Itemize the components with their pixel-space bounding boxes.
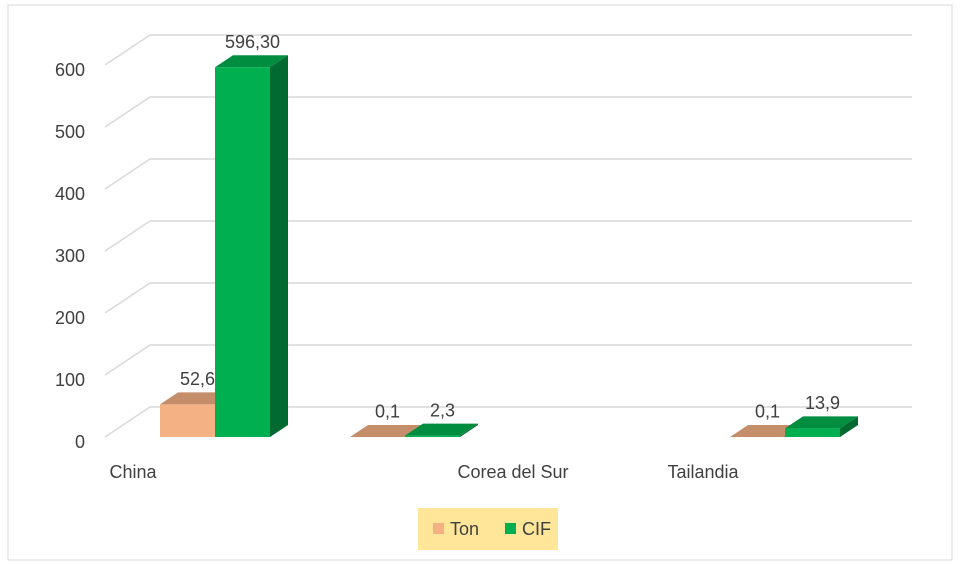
- bar-face: [730, 424, 803, 437]
- bar-face: [405, 435, 460, 437]
- bar: [215, 55, 288, 437]
- bar-face: [160, 392, 233, 405]
- data-label: 13,9: [805, 393, 840, 413]
- bar-face: [160, 404, 215, 437]
- legend-label: Ton: [450, 519, 479, 539]
- y-tick-label: 600: [55, 60, 85, 80]
- bar-face: [215, 67, 270, 437]
- x-tick-label: Tailandia: [667, 462, 739, 482]
- bar-face: [785, 428, 840, 437]
- bar: [785, 416, 858, 437]
- y-tick-label: 300: [55, 246, 85, 266]
- legend-swatch: [505, 523, 516, 534]
- bar-face: [840, 416, 858, 437]
- bar-face: [460, 423, 478, 437]
- data-label: 52,6: [180, 369, 215, 389]
- data-label: 596,30: [225, 32, 280, 52]
- grid-line: [104, 406, 912, 438]
- y-tick-label: 0: [75, 432, 85, 452]
- grid-line: [104, 158, 912, 190]
- x-tick-label: Corea del Sur: [457, 462, 568, 482]
- y-tick-label: 500: [55, 122, 85, 142]
- y-tick-label: 200: [55, 308, 85, 328]
- grid-line: [104, 34, 912, 66]
- y-tick-label: 400: [55, 184, 85, 204]
- bar-face: [270, 55, 288, 437]
- bar: [405, 423, 478, 437]
- data-label: 0,1: [375, 402, 400, 422]
- legend-label: CIF: [522, 519, 551, 539]
- x-tick-label: China: [109, 462, 157, 482]
- bar-face: [785, 416, 858, 429]
- grid-line: [104, 344, 912, 376]
- bar-face: [350, 424, 423, 437]
- data-label: 2,3: [430, 400, 455, 420]
- grid-line: [104, 96, 912, 128]
- grid-line: [104, 282, 912, 314]
- bar-face: [405, 423, 478, 436]
- y-tick-label: 100: [55, 370, 85, 390]
- data-label: 0,1: [755, 402, 780, 422]
- grid-line: [104, 220, 912, 252]
- legend-swatch: [433, 523, 444, 534]
- bar-face: [215, 55, 288, 68]
